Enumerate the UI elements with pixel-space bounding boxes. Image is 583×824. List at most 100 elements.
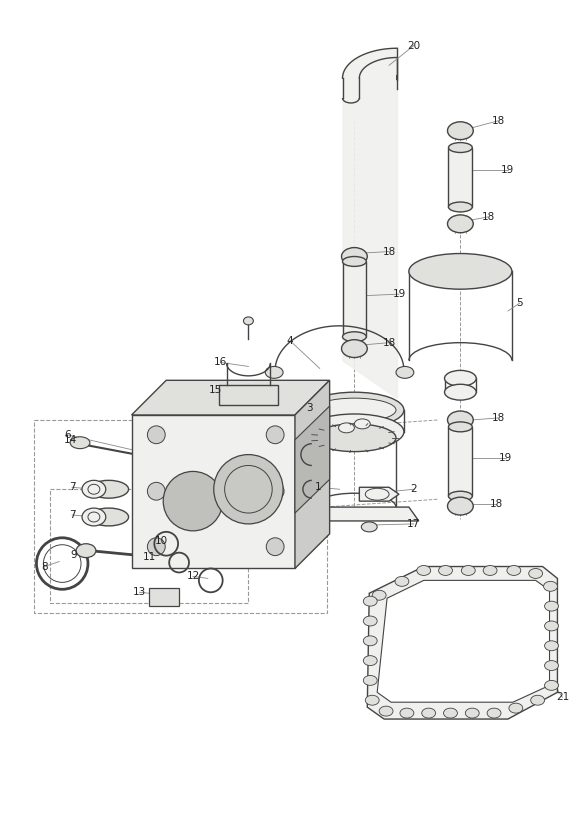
Polygon shape — [367, 567, 557, 719]
Ellipse shape — [545, 602, 559, 611]
Text: 9: 9 — [71, 550, 78, 559]
Polygon shape — [300, 507, 419, 521]
Ellipse shape — [395, 577, 409, 587]
Ellipse shape — [507, 565, 521, 575]
Text: 5: 5 — [517, 298, 523, 308]
Ellipse shape — [417, 565, 431, 575]
Ellipse shape — [305, 414, 404, 450]
Ellipse shape — [363, 676, 377, 686]
Text: 12: 12 — [187, 571, 199, 582]
Ellipse shape — [313, 424, 396, 452]
Text: 21: 21 — [556, 692, 569, 702]
Ellipse shape — [366, 695, 379, 705]
Ellipse shape — [363, 636, 377, 646]
Text: 3: 3 — [307, 403, 313, 413]
Bar — [149, 588, 179, 606]
Polygon shape — [359, 487, 399, 501]
Ellipse shape — [396, 367, 414, 378]
Polygon shape — [342, 261, 366, 337]
Ellipse shape — [305, 392, 404, 428]
Ellipse shape — [89, 480, 129, 499]
Ellipse shape — [339, 423, 354, 433]
Ellipse shape — [266, 482, 284, 500]
Ellipse shape — [342, 256, 366, 266]
Polygon shape — [448, 147, 472, 207]
Ellipse shape — [444, 371, 476, 386]
Ellipse shape — [448, 411, 473, 428]
Ellipse shape — [438, 565, 452, 575]
Ellipse shape — [342, 247, 367, 265]
Polygon shape — [295, 381, 329, 569]
Ellipse shape — [361, 522, 377, 531]
Ellipse shape — [461, 565, 475, 575]
Polygon shape — [219, 386, 278, 405]
Text: 19: 19 — [392, 289, 406, 299]
Ellipse shape — [342, 332, 366, 342]
Ellipse shape — [82, 508, 106, 526]
Ellipse shape — [214, 455, 283, 524]
Ellipse shape — [509, 703, 523, 713]
Ellipse shape — [529, 569, 543, 578]
Ellipse shape — [448, 215, 473, 232]
Text: 6: 6 — [64, 430, 71, 440]
Ellipse shape — [147, 482, 165, 500]
Ellipse shape — [487, 708, 501, 718]
Ellipse shape — [89, 508, 129, 526]
Text: 8: 8 — [41, 561, 48, 572]
Ellipse shape — [363, 656, 377, 666]
Ellipse shape — [444, 384, 476, 400]
Ellipse shape — [448, 143, 472, 152]
Ellipse shape — [444, 708, 458, 718]
Ellipse shape — [342, 339, 367, 358]
Ellipse shape — [422, 708, 436, 718]
Ellipse shape — [363, 616, 377, 626]
Text: 18: 18 — [489, 499, 503, 509]
Ellipse shape — [400, 708, 414, 718]
Ellipse shape — [82, 480, 106, 499]
Polygon shape — [295, 406, 329, 513]
Ellipse shape — [448, 497, 473, 515]
Ellipse shape — [545, 661, 559, 671]
Ellipse shape — [147, 426, 165, 443]
Text: 18: 18 — [482, 212, 495, 222]
Polygon shape — [448, 427, 472, 496]
Ellipse shape — [448, 122, 473, 139]
Text: 10: 10 — [154, 536, 168, 545]
Ellipse shape — [372, 590, 386, 600]
Text: 18: 18 — [491, 116, 505, 126]
Text: 15: 15 — [209, 385, 222, 396]
Ellipse shape — [379, 706, 393, 716]
Polygon shape — [377, 580, 550, 702]
Text: 17: 17 — [407, 519, 420, 529]
Ellipse shape — [448, 491, 472, 501]
Text: 19: 19 — [499, 452, 512, 462]
Bar — [34, 420, 326, 613]
Ellipse shape — [545, 621, 559, 631]
Ellipse shape — [244, 317, 254, 325]
Text: 18: 18 — [382, 338, 396, 348]
Ellipse shape — [409, 254, 512, 289]
Text: 7: 7 — [69, 510, 75, 520]
Ellipse shape — [354, 419, 370, 428]
Text: 13: 13 — [133, 588, 146, 597]
Ellipse shape — [266, 538, 284, 555]
Ellipse shape — [448, 202, 472, 212]
Text: 11: 11 — [143, 551, 156, 562]
Text: 16: 16 — [214, 358, 227, 368]
Text: 7: 7 — [69, 482, 75, 492]
Ellipse shape — [543, 582, 557, 592]
Ellipse shape — [266, 426, 284, 443]
Text: 20: 20 — [408, 40, 420, 50]
Ellipse shape — [265, 367, 283, 378]
Text: 2: 2 — [410, 485, 417, 494]
Text: 18: 18 — [491, 413, 505, 423]
Ellipse shape — [163, 471, 223, 531]
Ellipse shape — [465, 708, 479, 718]
Ellipse shape — [313, 398, 396, 422]
Text: 19: 19 — [501, 166, 515, 176]
Bar — [50, 489, 248, 603]
Text: 1: 1 — [314, 482, 321, 492]
Polygon shape — [132, 415, 295, 569]
Ellipse shape — [531, 695, 545, 705]
Ellipse shape — [545, 681, 559, 691]
